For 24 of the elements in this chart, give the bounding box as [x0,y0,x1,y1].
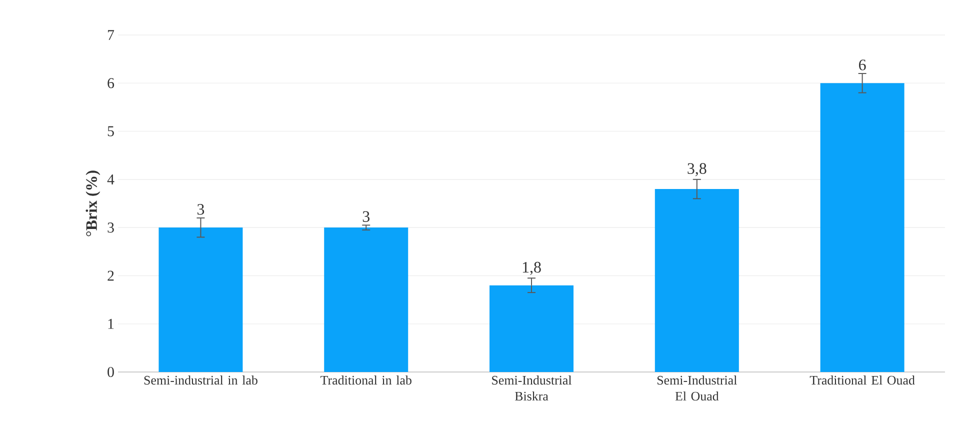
bar [158,228,243,372]
y-tick-label: 3 [108,222,114,233]
data-label: 1,8 [522,262,541,275]
bar [820,83,904,372]
x-tick-label: Semi-industrial in lab [144,376,258,385]
data-label: 3,8 [688,163,706,176]
y-tick-label: 0 [108,366,114,378]
x-tick-label: Traditional El Ouad [810,376,915,385]
y-tick-label: 6 [108,78,114,88]
y-tick-label: 5 [108,126,114,136]
x-tick-label: Semi-Industrial Biskra [492,376,572,401]
bar [324,228,408,372]
data-label: 3 [362,211,370,222]
x-tick-label: Semi-Industrial El Ouad [657,376,737,401]
y-tick-label: 2 [108,270,114,281]
bar [490,285,574,372]
data-label: 3 [197,204,204,215]
y-tick-label: 1 [108,318,114,329]
x-tick-label: Traditional in lab [320,376,412,385]
data-label: 6 [859,60,866,70]
y-axis-title: °Brix (%) [86,170,100,236]
y-tick-label: 7 [108,30,114,40]
y-tick-label: 4 [107,174,114,184]
bar [654,189,739,372]
